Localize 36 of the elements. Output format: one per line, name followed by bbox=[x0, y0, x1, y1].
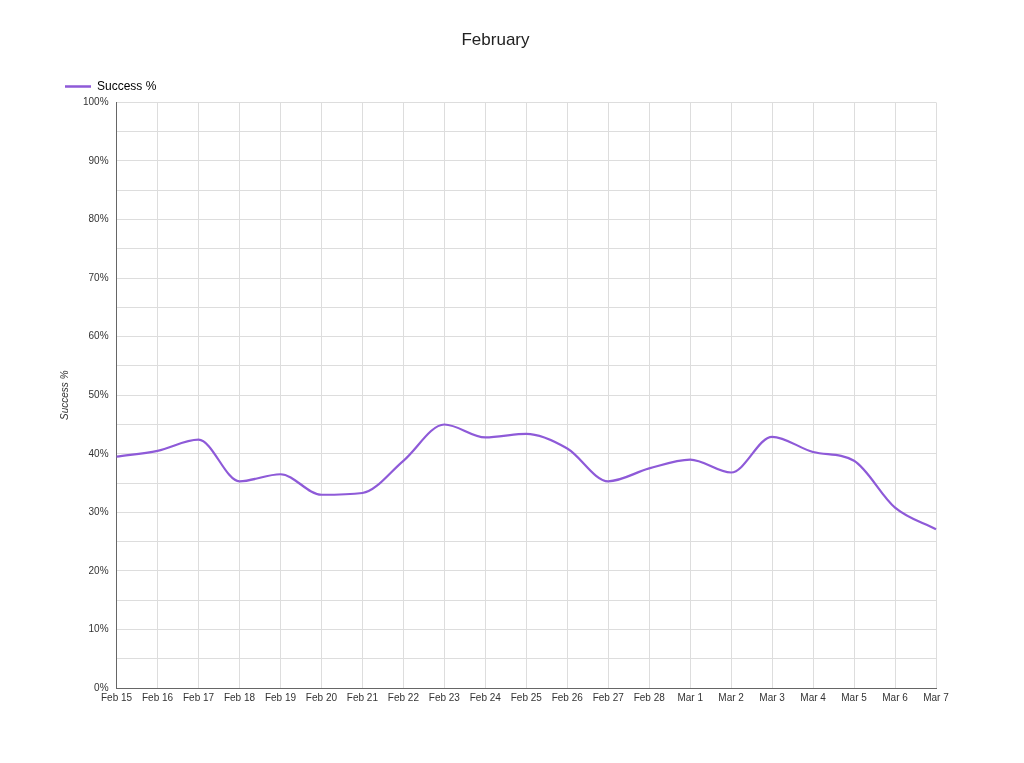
x-tick-label: Feb 20 bbox=[305, 691, 338, 703]
x-tick-label: Mar 1 bbox=[677, 691, 704, 703]
y-tick-label: 90% bbox=[88, 154, 109, 166]
x-tick-label: Feb 23 bbox=[428, 691, 461, 703]
y-tick-label: 20% bbox=[88, 564, 109, 576]
x-tick-label: Mar 6 bbox=[882, 691, 909, 703]
x-tick-label: Feb 28 bbox=[633, 691, 666, 703]
chart-title: February bbox=[461, 29, 531, 49]
x-tick-label: Feb 15 bbox=[101, 691, 133, 703]
x-tick-label: Mar 2 bbox=[718, 691, 745, 703]
y-tick-label: 70% bbox=[88, 271, 109, 283]
x-tick-label: Mar 7 bbox=[923, 691, 950, 703]
y-tick-label: 50% bbox=[88, 388, 109, 400]
line-series bbox=[115, 423, 938, 531]
x-tick-label: Feb 16 bbox=[141, 691, 174, 703]
x-tick-label: Feb 18 bbox=[223, 691, 256, 703]
y-tick-label: 40% bbox=[88, 447, 109, 459]
x-tick-label: Feb 26 bbox=[551, 691, 584, 703]
x-tick-label: Feb 27 bbox=[592, 691, 625, 703]
x-tick-label: Mar 3 bbox=[759, 691, 786, 703]
x-tick-label: Feb 25 bbox=[510, 691, 543, 703]
y-tick-label: 30% bbox=[88, 506, 109, 518]
x-tick-label: Feb 24 bbox=[469, 691, 502, 703]
y-axis-title: Success % bbox=[58, 370, 70, 420]
y-tick-label: 80% bbox=[88, 213, 109, 225]
x-tick-label: Mar 4 bbox=[800, 691, 827, 703]
y-tick-label: 0% bbox=[94, 681, 109, 693]
legend-label: Success % bbox=[97, 78, 157, 93]
y-tick-label: 10% bbox=[88, 623, 109, 635]
y-tick-label: 60% bbox=[88, 330, 109, 342]
x-tick-label: Feb 22 bbox=[387, 691, 420, 703]
y-tick-label: 100% bbox=[83, 96, 109, 108]
x-tick-label: Feb 19 bbox=[264, 691, 297, 703]
x-tick-label: Feb 21 bbox=[346, 691, 379, 703]
x-tick-label: Mar 5 bbox=[841, 691, 868, 703]
x-tick-label: Feb 17 bbox=[182, 691, 215, 703]
